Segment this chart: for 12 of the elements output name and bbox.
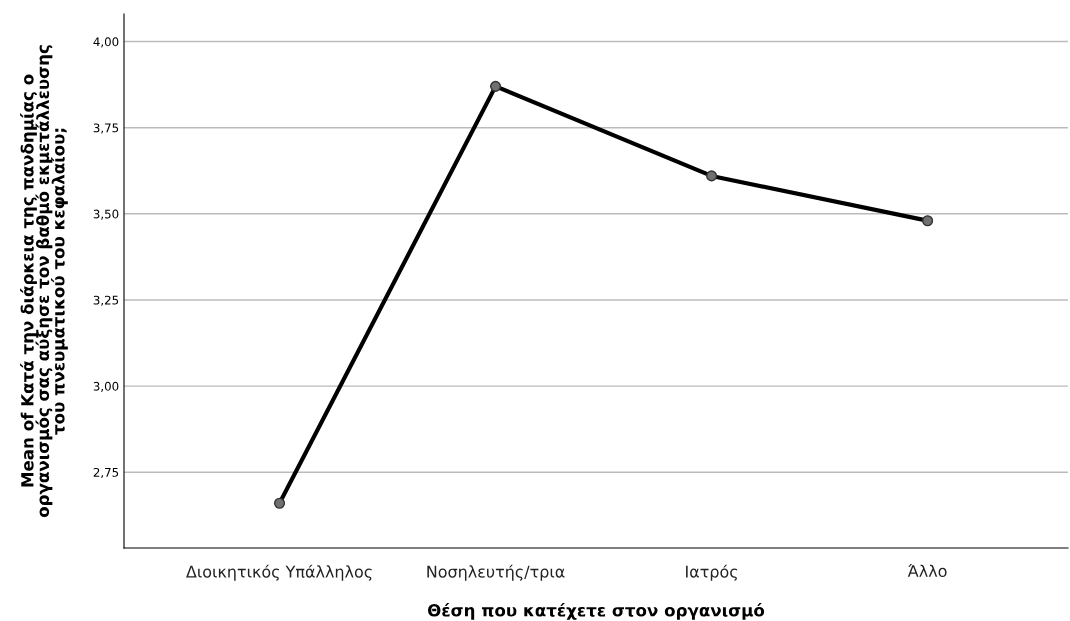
y-tick-label: 3,25 — [93, 295, 119, 306]
y-tick-label: 2,75 — [93, 467, 119, 479]
x-tick-label: Νοσηλευτής/τρια — [427, 564, 565, 581]
x-tick-label: Άλλο — [907, 564, 947, 578]
y-tick-label: 3,00 — [93, 381, 119, 392]
y-tick-label: 4,00 — [93, 37, 119, 48]
x-axis-title: Θέση που κατέχετε στον οργανισμό — [427, 603, 765, 620]
y-tick-label: 3,75 — [93, 123, 119, 134]
x-tick-label: Ιατρός — [686, 564, 738, 581]
y-axis-title: Mean of Κατά την διάρκεια της πανδημίας ο οργανισμός σας αύξησε τον βαθμό εκμετάλλευσης του πνευματικού του κεφαλαίου; — [20, 45, 68, 518]
y-tick-label: 3,50 — [93, 209, 119, 220]
x-tick-label: Διοικητικός Υπάλληλος — [186, 564, 372, 581]
